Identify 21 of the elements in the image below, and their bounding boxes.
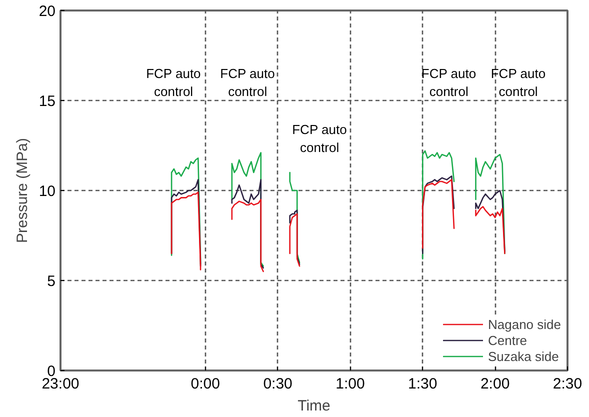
legend-label: Nagano side	[488, 316, 561, 332]
x-tick-label: 1:00	[336, 376, 365, 392]
x-axis-title: Time	[298, 398, 330, 414]
x-tick-label: 23:00	[42, 376, 80, 392]
x-tick-label: 0:00	[190, 376, 220, 392]
y-tick-label: 20	[38, 3, 56, 20]
y-tick-label: 15	[38, 93, 56, 110]
x-tick-label: 2:30	[552, 376, 582, 392]
y-tick-label: 5	[47, 273, 56, 290]
annotation: FCP auto control	[146, 66, 201, 99]
annotation: FCP auto control	[421, 66, 476, 99]
legend-label: Centre	[488, 332, 528, 348]
x-tick-label: 1:30	[408, 376, 438, 392]
x-tick-label: 0:30	[263, 376, 292, 392]
y-axis-title: Pressure (MPa)	[14, 138, 31, 244]
annotation: FCP auto control	[292, 122, 347, 155]
annotation: FCP auto control	[220, 66, 275, 99]
y-tick-label: 10	[38, 183, 56, 200]
annotation: FCP auto control	[490, 66, 546, 99]
legend-label: Suzaka side	[488, 348, 559, 364]
x-tick-label: 2:00	[480, 376, 510, 392]
